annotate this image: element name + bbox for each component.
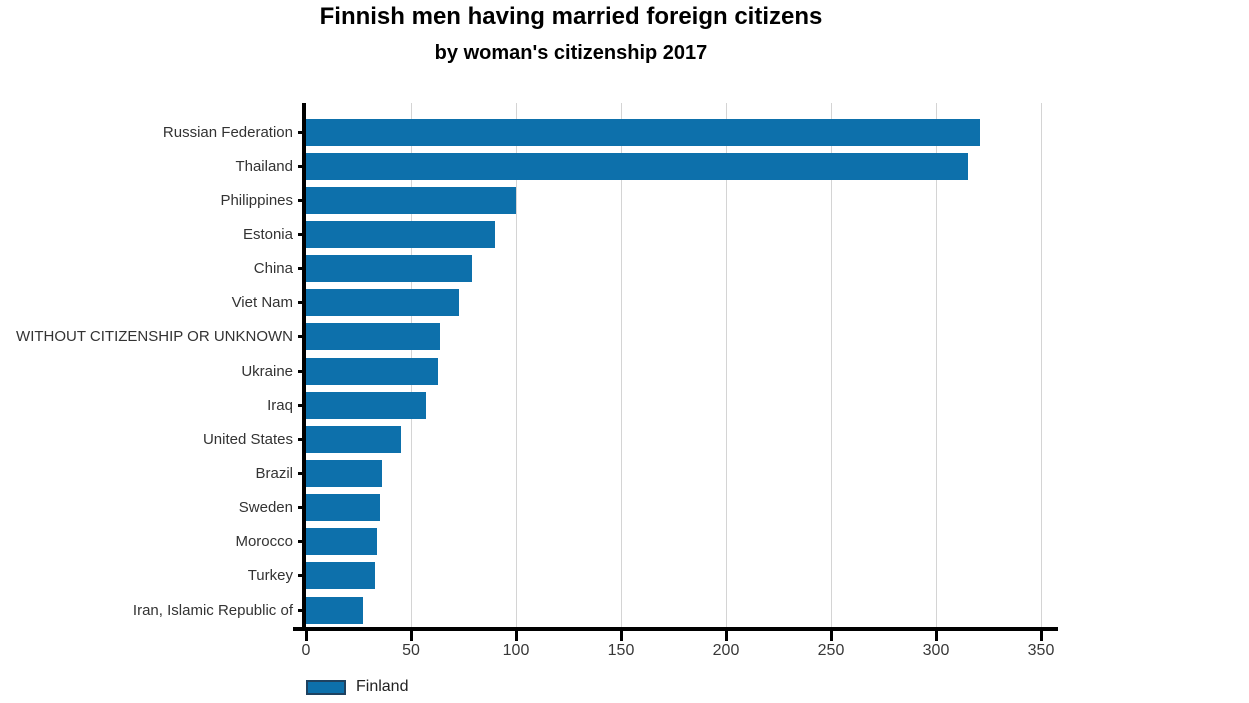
- category-label: Russian Federation: [162, 123, 293, 141]
- category-label: Morocco: [235, 533, 293, 551]
- bar-iran-islamic-republic-of: [306, 596, 363, 624]
- category-label-row: United States: [0, 422, 306, 456]
- x-tick-200: [724, 631, 728, 641]
- category-label-row: Turkey: [0, 559, 306, 593]
- bar-russian-federation: [306, 118, 981, 146]
- bar-morocco: [306, 528, 378, 556]
- bar-row: [306, 320, 1058, 354]
- gridline-100: [516, 103, 517, 627]
- x-tick-label-0: 0: [301, 642, 311, 659]
- y-axis-line: [302, 103, 306, 631]
- x-tick-label-300: 300: [922, 642, 950, 659]
- bar-row: [306, 491, 1058, 525]
- bar-row: [306, 388, 1058, 422]
- x-tick-label-250: 250: [817, 642, 845, 659]
- chart-subtitle: by woman's citizenship 2017: [434, 42, 708, 64]
- bar-row: [306, 217, 1058, 251]
- bar-sweden: [306, 494, 380, 522]
- category-label: Ukraine: [241, 362, 293, 380]
- category-label: Philippines: [220, 191, 293, 209]
- category-label-row: China: [0, 252, 306, 286]
- bar-china: [306, 255, 472, 283]
- category-label: Thailand: [235, 157, 293, 175]
- bar-without-citizenship-or-unknown: [306, 323, 441, 351]
- category-label: Turkey: [247, 567, 293, 585]
- x-tick-300: [934, 631, 938, 641]
- category-label: China: [253, 260, 293, 278]
- x-tick-label-200: 200: [712, 642, 740, 659]
- bar-estonia: [306, 220, 495, 248]
- x-tick-150: [619, 631, 623, 641]
- bar-row: [306, 149, 1058, 183]
- x-axis-tick-labels: 0 50 100 150 200 250 300 350: [302, 642, 1058, 662]
- category-label: Viet Nam: [231, 294, 293, 312]
- bar-row: [306, 593, 1058, 627]
- x-tick-100: [514, 631, 518, 641]
- category-label-row: Iran, Islamic Republic of: [0, 593, 306, 627]
- bar-turkey: [306, 562, 376, 590]
- x-tick-50: [409, 631, 413, 641]
- gridline-300: [936, 103, 937, 627]
- category-label-row: Philippines: [0, 183, 306, 217]
- category-label-row: Viet Nam: [0, 286, 306, 320]
- category-label-row: Ukraine: [0, 354, 306, 388]
- bar-viet-nam: [306, 289, 460, 317]
- bar-brazil: [306, 459, 382, 487]
- gridline-350: [1041, 103, 1042, 627]
- bar-row: [306, 559, 1058, 593]
- category-label-row: Iraq: [0, 388, 306, 422]
- bar-row: [306, 354, 1058, 388]
- x-tick-350: [1039, 631, 1043, 641]
- category-label: United States: [202, 430, 293, 448]
- category-label-row: Brazil: [0, 456, 306, 490]
- category-label: Brazil: [255, 464, 293, 482]
- gridline-150: [621, 103, 622, 627]
- plot-area: [293, 103, 1058, 641]
- bar-row: [306, 252, 1058, 286]
- category-label: WITHOUT CITIZENSHIP OR UNKNOWN: [16, 328, 293, 346]
- category-label: Iraq: [267, 396, 293, 414]
- category-label-row: Estonia: [0, 217, 306, 251]
- x-tick-label-350: 350: [1027, 642, 1055, 659]
- category-label-row: Sweden: [0, 491, 306, 525]
- bar-row: [306, 456, 1058, 490]
- bar-philippines: [306, 186, 516, 214]
- bar-row: [306, 525, 1058, 559]
- x-tick-0: [304, 631, 308, 641]
- category-label-row: Russian Federation: [0, 115, 306, 149]
- gridline-250: [831, 103, 832, 627]
- legend: Finland: [306, 678, 408, 696]
- x-tick-label-100: 100: [502, 642, 530, 659]
- category-label: Estonia: [242, 225, 293, 243]
- bar-ukraine: [306, 357, 439, 385]
- category-label-row: Thailand: [0, 149, 306, 183]
- category-labels: Russian Federation Thailand Philippines Est…: [0, 115, 306, 627]
- chart-title: Finnish men having married foreign citiz…: [319, 3, 823, 30]
- category-label-row: Morocco: [0, 525, 306, 559]
- bar-row: [306, 286, 1058, 320]
- bar-row: [306, 183, 1058, 217]
- x-tick-250: [829, 631, 833, 641]
- category-label-row: WITHOUT CITIZENSHIP OR UNKNOWN: [0, 320, 306, 354]
- bar-thailand: [306, 152, 968, 180]
- x-axis-line: [293, 627, 1058, 631]
- legend-color-swatch: [306, 679, 346, 695]
- legend-label: Finland: [356, 678, 409, 695]
- category-label: Sweden: [238, 499, 293, 517]
- bar-row: [306, 115, 1058, 149]
- bar-united-states: [306, 425, 401, 453]
- bar-iraq: [306, 391, 426, 419]
- gridline-200: [726, 103, 727, 627]
- x-tick-label-50: 50: [402, 642, 420, 659]
- x-tick-label-150: 150: [607, 642, 635, 659]
- bars-container: [306, 115, 1058, 627]
- category-label: Iran, Islamic Republic of: [132, 601, 293, 619]
- bar-row: [306, 422, 1058, 456]
